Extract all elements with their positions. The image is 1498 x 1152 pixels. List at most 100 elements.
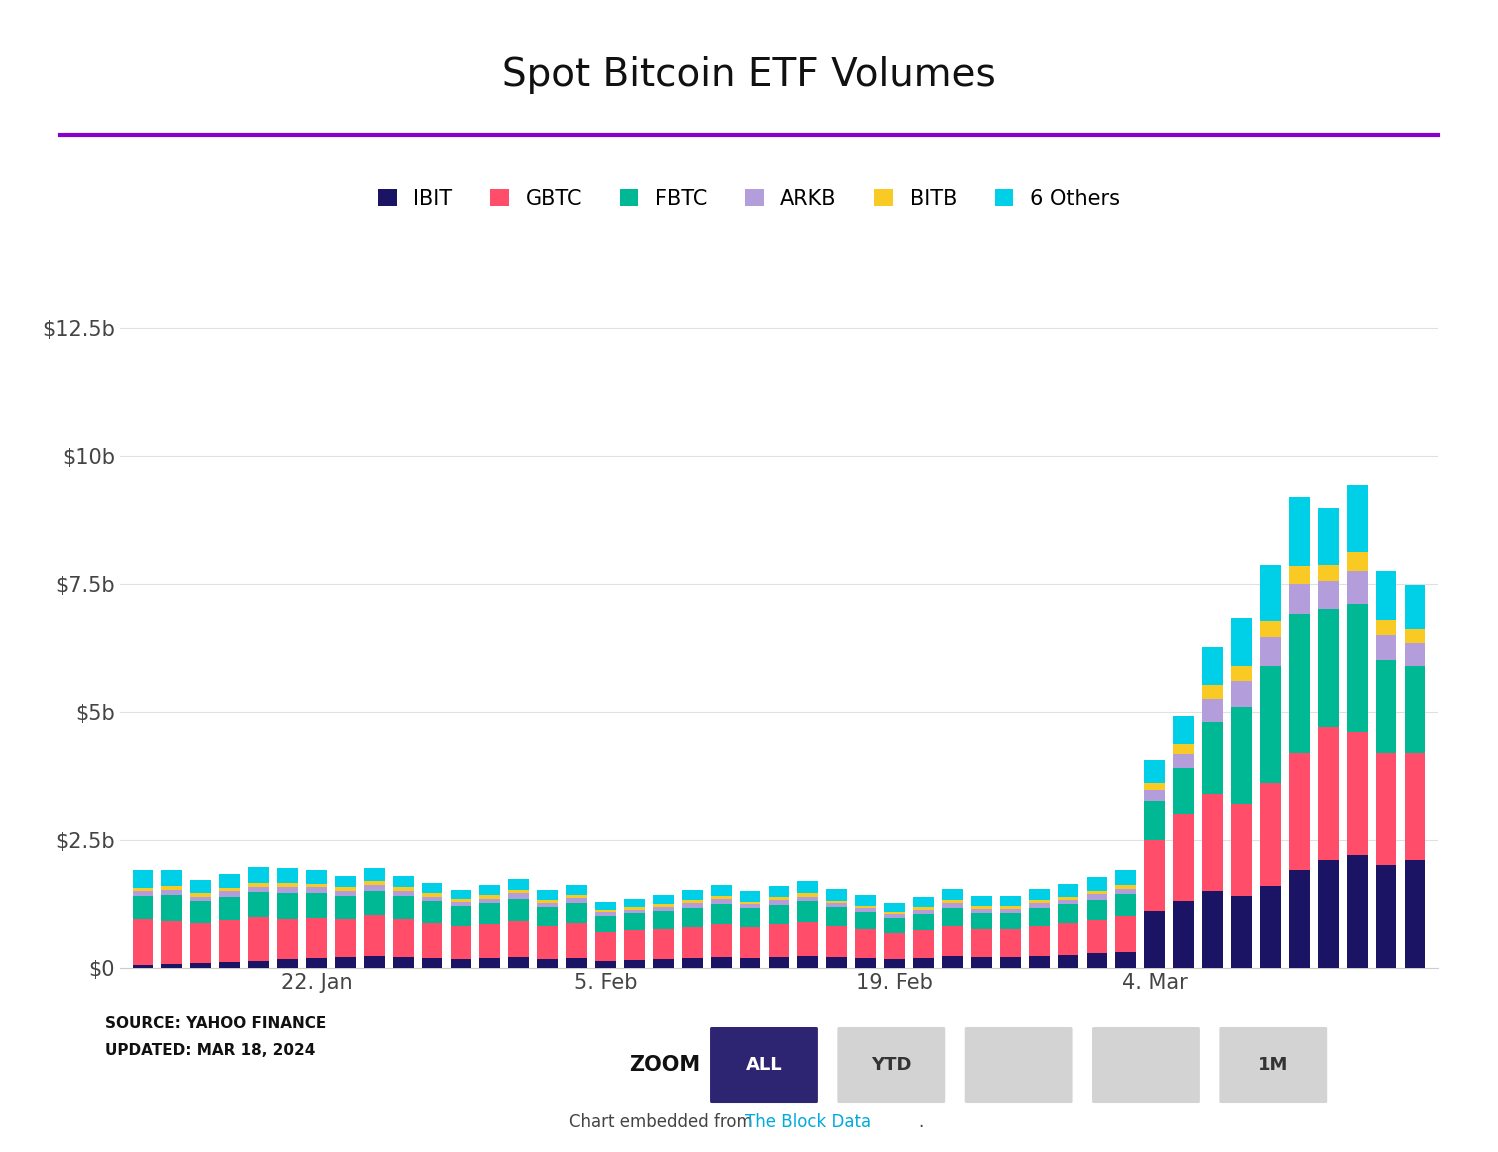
Bar — [306, 871, 327, 884]
Bar — [1231, 804, 1252, 896]
Bar — [1375, 660, 1396, 752]
Bar — [884, 960, 905, 968]
Bar — [1029, 903, 1050, 908]
Bar — [1318, 861, 1339, 968]
FancyBboxPatch shape — [1219, 1028, 1327, 1104]
Bar — [1318, 609, 1339, 727]
Bar — [1375, 752, 1396, 865]
Bar — [306, 884, 327, 887]
Legend: IBIT, GBTC, FBTC, ARKB, BITB, 6 Others: IBIT, GBTC, FBTC, ARKB, BITB, 6 Others — [377, 189, 1121, 209]
Bar — [479, 958, 500, 968]
Bar — [1203, 646, 1222, 685]
Bar — [1405, 666, 1426, 752]
Bar — [1288, 566, 1309, 584]
Text: ALL: ALL — [746, 1056, 782, 1074]
Bar — [392, 957, 413, 968]
Bar — [827, 908, 848, 926]
Bar — [132, 896, 153, 919]
Bar — [797, 896, 818, 901]
Bar — [1347, 604, 1368, 733]
Bar — [1318, 727, 1339, 861]
Bar — [625, 931, 644, 960]
Bar — [451, 889, 472, 899]
Bar — [1288, 871, 1309, 968]
Bar — [1144, 802, 1165, 840]
Bar — [566, 885, 587, 895]
Bar — [277, 882, 298, 887]
Bar — [249, 917, 270, 961]
Bar — [1029, 900, 1050, 903]
Bar — [219, 892, 240, 896]
Bar — [1231, 706, 1252, 804]
Bar — [797, 922, 818, 956]
Bar — [479, 924, 500, 958]
Bar — [855, 895, 876, 905]
Bar — [1086, 900, 1107, 920]
Bar — [999, 896, 1020, 907]
Bar — [538, 900, 559, 903]
Bar — [1318, 564, 1339, 581]
Bar — [999, 907, 1020, 909]
Bar — [827, 889, 848, 901]
Bar — [451, 958, 472, 968]
Bar — [595, 932, 616, 961]
Text: UPDATED: MAR 18, 2024: UPDATED: MAR 18, 2024 — [105, 1043, 315, 1058]
Text: .: . — [918, 1113, 924, 1131]
Bar — [1116, 889, 1137, 894]
Text: ZOOM: ZOOM — [629, 1055, 701, 1075]
Bar — [336, 876, 355, 887]
Bar — [479, 895, 500, 899]
Bar — [1116, 885, 1137, 889]
Bar — [1375, 865, 1396, 968]
Bar — [219, 919, 240, 962]
Bar — [479, 899, 500, 903]
Bar — [392, 896, 413, 919]
Bar — [1203, 699, 1222, 722]
Bar — [595, 910, 616, 912]
Bar — [508, 889, 529, 894]
Bar — [364, 890, 385, 916]
Bar — [249, 887, 270, 893]
FancyBboxPatch shape — [837, 1028, 945, 1104]
Bar — [1058, 955, 1079, 968]
Bar — [768, 957, 789, 968]
Bar — [942, 900, 963, 903]
Bar — [190, 963, 211, 968]
Bar — [595, 912, 616, 916]
Bar — [710, 957, 731, 968]
Bar — [538, 903, 559, 907]
Bar — [508, 920, 529, 957]
Bar — [392, 890, 413, 896]
Bar — [855, 912, 876, 929]
Bar — [1347, 485, 1368, 552]
Bar — [653, 960, 674, 968]
Bar — [1203, 794, 1222, 890]
Bar — [1173, 744, 1194, 753]
Bar — [306, 958, 327, 968]
Bar — [1173, 768, 1194, 814]
Bar — [1231, 896, 1252, 968]
Bar — [1029, 908, 1050, 926]
Bar — [1086, 920, 1107, 954]
Bar — [277, 960, 298, 968]
Bar — [797, 901, 818, 922]
Bar — [1260, 637, 1281, 666]
Bar — [1203, 722, 1222, 794]
Bar — [1405, 752, 1426, 861]
Bar — [1260, 621, 1281, 637]
Bar — [740, 904, 761, 908]
Bar — [364, 885, 385, 890]
Bar — [162, 871, 183, 886]
Bar — [740, 908, 761, 926]
Bar — [971, 912, 992, 930]
Bar — [625, 908, 644, 910]
Bar — [653, 929, 674, 960]
Bar — [538, 907, 559, 926]
Bar — [1231, 681, 1252, 706]
Bar — [336, 887, 355, 890]
Bar — [768, 904, 789, 924]
Bar — [421, 894, 442, 896]
Bar — [740, 926, 761, 958]
Bar — [538, 926, 559, 958]
Bar — [653, 911, 674, 929]
